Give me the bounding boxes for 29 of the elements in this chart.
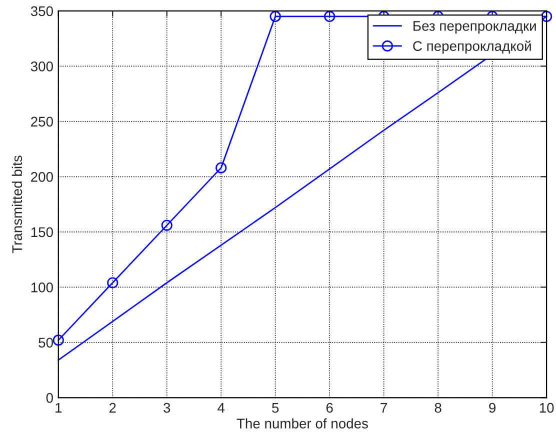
x-axis-title: The number of nodes [236,418,368,428]
legend-label: Без перепрокладки [414,21,536,34]
legend-label: С перепрокладкой [413,40,531,54]
point [107,277,118,288]
y-tick-label: 0 [46,393,53,403]
x-tick-label: 2 [109,402,116,413]
y-tick-label: 50 [38,338,53,348]
x-tick-label: 4 [218,403,225,413]
point [540,10,552,22]
point [161,220,172,231]
point [324,10,336,22]
x-tick-label: 6 [326,402,333,413]
point [52,334,64,346]
y-tick-label: 100 [31,282,53,292]
y-tick-label: 150 [31,227,53,238]
x-tick-label: 3 [164,402,170,413]
x-tick-label: 1 [56,403,62,413]
y-tick-label: 200 [31,172,53,182]
y-tick-label: 250 [31,116,53,127]
y-tick-label: 300 [30,62,53,72]
y-tick-label: 350 [30,6,53,16]
y-axis-title: Transmitted bits [12,156,22,254]
point [216,162,227,174]
x-tick-label: 8 [434,402,442,413]
x-tick-label: 7 [380,403,387,413]
point [270,10,281,22]
x-tick-label: 9 [489,402,496,413]
x-tick-label: 5 [272,403,279,413]
x-tick-label: 10 [540,402,554,413]
